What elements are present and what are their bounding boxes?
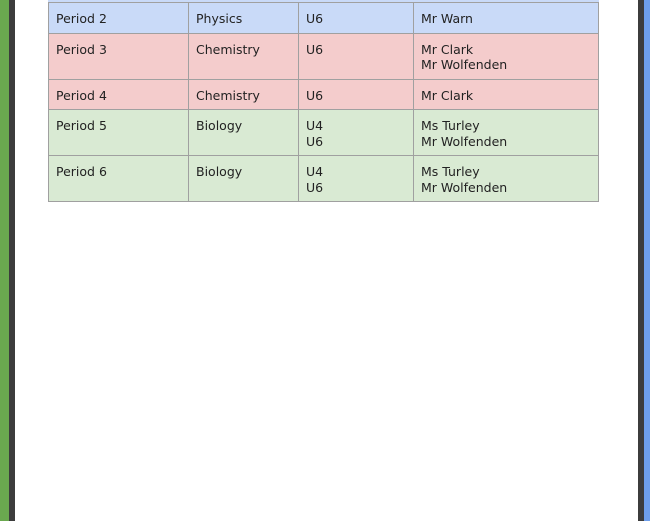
group-cell: U4 U6 xyxy=(298,155,414,202)
group: U6 xyxy=(306,41,324,57)
right-dark-border xyxy=(638,0,644,521)
table-row: Period 2 Physics U6 Mr Warn xyxy=(48,2,599,34)
teacher: Mr Clark xyxy=(421,87,474,103)
right-blue-border xyxy=(644,0,650,521)
group: U6 xyxy=(306,133,324,149)
teacher: Ms Turley xyxy=(421,164,480,179)
subject-cell: Chemistry xyxy=(188,32,299,80)
group: U4 xyxy=(306,118,324,133)
group: U6 xyxy=(306,179,324,195)
table-row: Period 4 Chemistry U6 Mr Clark xyxy=(48,78,599,110)
period-cell: Period 3 xyxy=(48,32,189,80)
group-cell: U6 xyxy=(298,32,414,80)
group-cell: U6 xyxy=(298,2,414,34)
subject-cell: Chemistry xyxy=(188,78,299,110)
period-cell: Period 4 xyxy=(48,78,189,110)
subject-cell: Physics xyxy=(188,2,299,34)
teacher-cell: Mr Warn xyxy=(413,2,599,34)
teacher: Mr Wolfenden xyxy=(421,179,508,195)
teacher-cell: Ms Turley Mr Wolfenden xyxy=(413,109,599,156)
subject-cell: Biology xyxy=(188,109,299,156)
table-row: Period 3 Chemistry U6 Mr Clark Mr Wolfenden xyxy=(48,32,599,80)
group: U6 xyxy=(306,11,324,26)
teacher: Mr Wolfenden xyxy=(421,57,508,72)
timetable: Period 2 Physics U6 Mr Warn Period 3 Chemistr… xyxy=(48,2,599,202)
group: U4 xyxy=(306,164,324,179)
left-dark-border xyxy=(9,0,15,521)
teacher: Mr Clark xyxy=(421,41,474,57)
group-cell: U4 U6 xyxy=(298,109,414,156)
teacher: Mr Warn xyxy=(421,11,473,26)
group-cell: U6 xyxy=(298,78,414,110)
previous-row-edge xyxy=(48,0,599,2)
subject-cell: Biology xyxy=(188,155,299,202)
table-row: Period 6 Biology U4 U6 Ms Turley Mr Wolfenden xyxy=(48,155,599,202)
teacher: Ms Turley xyxy=(421,118,480,133)
table-row: Period 5 Biology U4 U6 Ms Turley Mr Wolfenden xyxy=(48,109,599,156)
group: U6 xyxy=(306,87,324,103)
period-cell: Period 6 xyxy=(48,155,189,202)
left-green-border xyxy=(0,0,9,521)
period-cell: Period 2 xyxy=(48,2,189,34)
teacher-cell: Mr Clark xyxy=(413,78,599,110)
teacher-cell: Mr Clark Mr Wolfenden xyxy=(413,32,599,80)
period-cell: Period 5 xyxy=(48,109,189,156)
teacher-cell: Ms Turley Mr Wolfenden xyxy=(413,155,599,202)
teacher: Mr Wolfenden xyxy=(421,133,508,149)
